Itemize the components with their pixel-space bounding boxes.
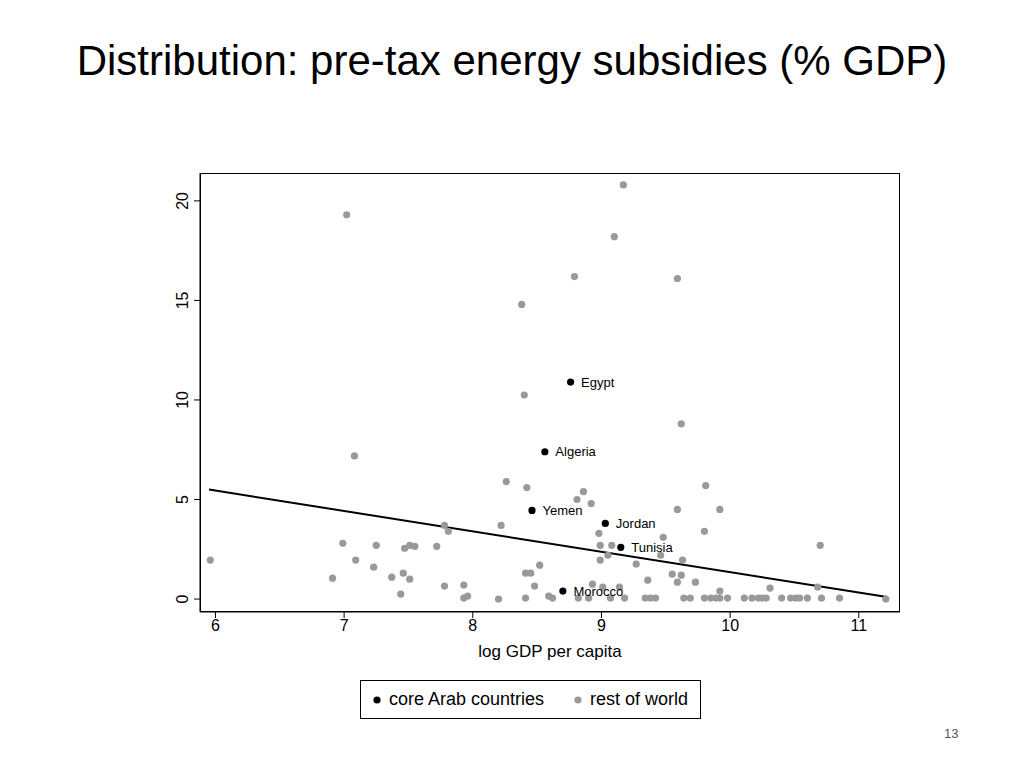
svg-text:Morocco: Morocco xyxy=(573,584,623,599)
svg-text:Jordan: Jordan xyxy=(616,516,656,531)
svg-text:0: 0 xyxy=(174,595,191,604)
svg-text:9: 9 xyxy=(597,617,606,634)
html-text:13: 13 xyxy=(944,726,959,741)
svg-text:Algeria: Algeria xyxy=(555,444,596,459)
svg-text:11: 11 xyxy=(851,617,868,634)
svg-text:log GDP per capita: log GDP per capita xyxy=(478,642,622,661)
svg-text:15: 15 xyxy=(174,291,191,309)
svg-text:8: 8 xyxy=(468,617,477,634)
svg-text:6: 6 xyxy=(211,617,220,634)
svg-text:Yemen: Yemen xyxy=(542,503,582,518)
svg-text:10: 10 xyxy=(721,617,739,634)
svg-text:7: 7 xyxy=(340,617,349,634)
svg-text:Tunisia: Tunisia xyxy=(631,540,673,555)
svg-text:20: 20 xyxy=(174,192,191,210)
svg-text:10: 10 xyxy=(174,391,191,409)
html-text:rest of world: rest of world xyxy=(590,689,689,709)
html-text:Distribution: pre-tax energy s: Distribution: pre-tax energy subsidies (… xyxy=(76,37,948,84)
svg-text:5: 5 xyxy=(174,495,191,504)
html-text:core Arab countries: core Arab countries xyxy=(389,689,545,709)
svg-text:Egypt: Egypt xyxy=(581,375,615,390)
